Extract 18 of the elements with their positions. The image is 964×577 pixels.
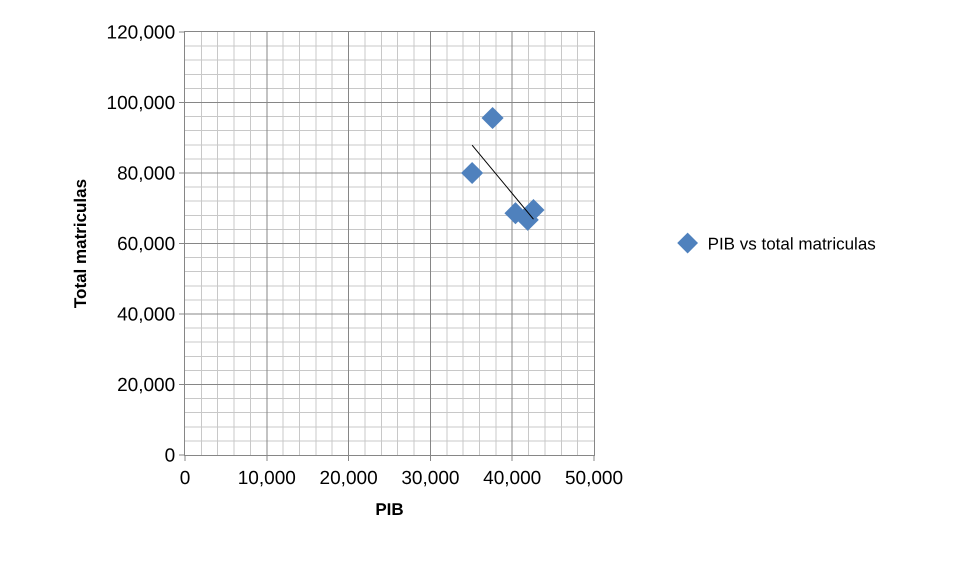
- x-tick-label: 0: [180, 468, 190, 489]
- x-tick-label: 50,000: [564, 468, 624, 489]
- y-tick-label: 60,000: [117, 234, 176, 256]
- y-tick-label: 20,000: [117, 375, 176, 396]
- x-tick-label: 10,000: [238, 468, 296, 489]
- x-tick-label: 20,000: [320, 468, 378, 489]
- y-tick-label: 80,000: [117, 164, 176, 185]
- x-tick-label: 40,000: [483, 468, 542, 489]
- y-tick-label: 120,000: [106, 22, 176, 44]
- y-axis-title: Total matriculas: [71, 178, 90, 308]
- x-axis-title: PIB: [375, 500, 404, 520]
- y-tick-label: 40,000: [117, 304, 176, 326]
- point: [482, 106, 504, 130]
- legend-label: PIB vs total matriculas: [708, 234, 876, 254]
- point: [461, 162, 484, 184]
- y-tick-label: 100,000: [106, 93, 176, 114]
- x-tick-label: 30,000: [401, 468, 460, 489]
- y-tick-label: 0: [164, 446, 176, 467]
